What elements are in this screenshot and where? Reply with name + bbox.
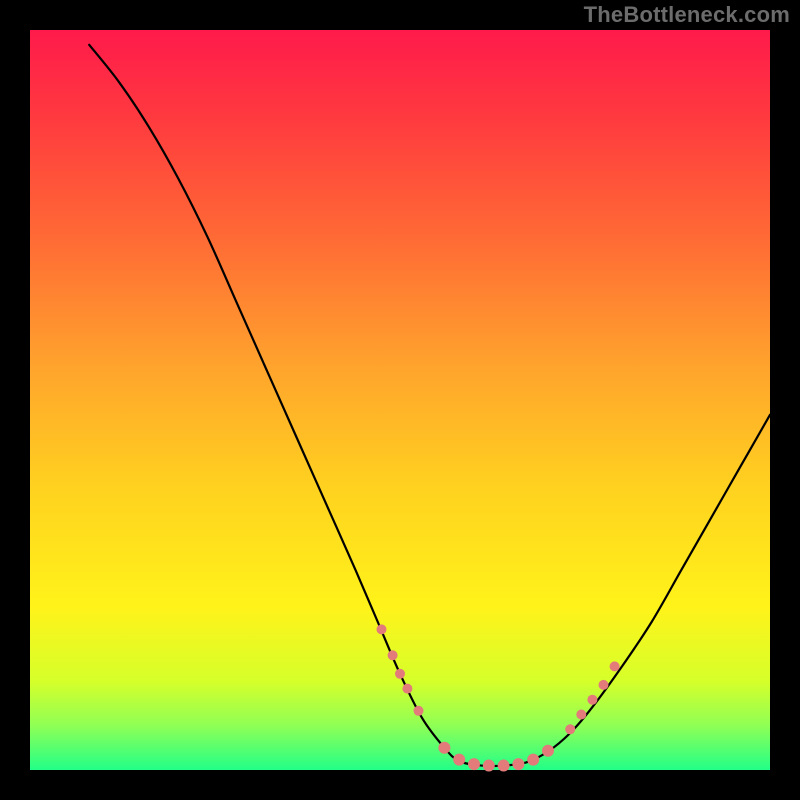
marker-right <box>610 661 620 671</box>
marker-right <box>565 724 575 734</box>
marker-bottom <box>438 742 450 754</box>
marker-bottom <box>498 760 510 772</box>
marker-left <box>395 669 405 679</box>
marker-bottom <box>483 760 495 772</box>
marker-right <box>576 710 586 720</box>
bottleneck-chart: TheBottleneck.com <box>0 0 800 800</box>
marker-left <box>414 706 424 716</box>
marker-left <box>402 684 412 694</box>
marker-left <box>377 624 387 634</box>
marker-bottom <box>512 758 524 770</box>
marker-right <box>599 680 609 690</box>
marker-bottom <box>468 758 480 770</box>
chart-svg <box>0 0 800 800</box>
marker-bottom <box>453 754 465 766</box>
marker-bottom <box>542 745 554 757</box>
marker-right <box>587 695 597 705</box>
marker-left <box>388 650 398 660</box>
watermark: TheBottleneck.com <box>584 2 790 28</box>
plot-background <box>30 30 770 770</box>
marker-bottom <box>527 754 539 766</box>
